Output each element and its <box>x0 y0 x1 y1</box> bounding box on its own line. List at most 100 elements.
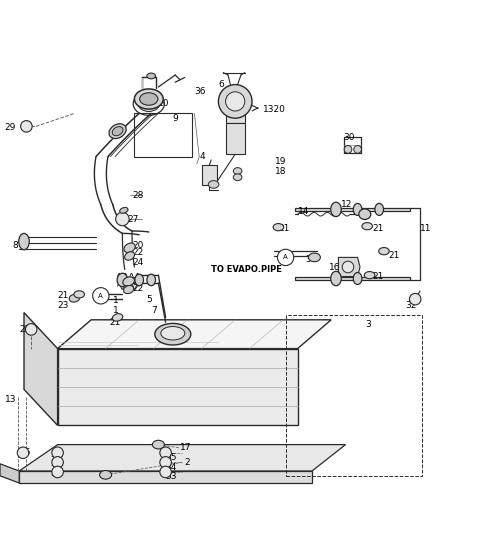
Ellipse shape <box>147 73 156 79</box>
Text: 33: 33 <box>50 469 62 478</box>
Ellipse shape <box>112 127 123 136</box>
Circle shape <box>218 85 252 118</box>
Circle shape <box>160 466 171 478</box>
Text: 24: 24 <box>132 258 144 267</box>
Circle shape <box>342 261 354 273</box>
Ellipse shape <box>112 314 123 321</box>
Text: 36: 36 <box>194 87 206 97</box>
Circle shape <box>52 466 63 478</box>
Text: 31: 31 <box>306 256 317 264</box>
Text: 22: 22 <box>132 248 144 257</box>
Text: 21: 21 <box>372 224 384 233</box>
Ellipse shape <box>123 277 134 286</box>
Circle shape <box>25 324 37 335</box>
Text: 34: 34 <box>166 463 177 472</box>
Bar <box>226 123 245 154</box>
Ellipse shape <box>353 272 362 285</box>
Text: 25: 25 <box>19 325 31 334</box>
Ellipse shape <box>134 89 163 109</box>
Text: 17: 17 <box>180 444 192 453</box>
Text: 4: 4 <box>199 152 205 161</box>
Polygon shape <box>338 257 360 277</box>
Text: 33: 33 <box>166 472 177 481</box>
Circle shape <box>160 447 171 459</box>
Text: TO EVAPO.PIPE: TO EVAPO.PIPE <box>211 265 282 274</box>
Ellipse shape <box>208 181 219 188</box>
Ellipse shape <box>153 440 164 449</box>
Bar <box>286 315 422 476</box>
Text: 21: 21 <box>372 272 384 281</box>
Ellipse shape <box>331 202 341 217</box>
Text: A: A <box>283 254 288 261</box>
Ellipse shape <box>233 167 242 174</box>
Polygon shape <box>19 471 312 483</box>
Text: 21: 21 <box>109 318 121 326</box>
Circle shape <box>52 456 63 468</box>
Ellipse shape <box>140 93 158 105</box>
Ellipse shape <box>138 96 159 112</box>
Ellipse shape <box>123 286 134 294</box>
Circle shape <box>52 447 63 459</box>
Ellipse shape <box>273 224 284 231</box>
Text: 15: 15 <box>202 171 213 180</box>
Ellipse shape <box>161 326 185 340</box>
Ellipse shape <box>124 243 135 253</box>
Polygon shape <box>0 464 19 483</box>
Circle shape <box>344 146 352 153</box>
Text: 21: 21 <box>389 251 400 259</box>
Ellipse shape <box>364 272 375 279</box>
Ellipse shape <box>100 470 112 479</box>
Circle shape <box>226 92 245 111</box>
Ellipse shape <box>117 273 128 287</box>
Ellipse shape <box>74 291 84 298</box>
Ellipse shape <box>120 208 128 213</box>
Text: 12: 12 <box>341 200 352 209</box>
Text: 20: 20 <box>132 277 144 286</box>
Bar <box>226 99 245 123</box>
Text: 1: 1 <box>113 296 119 305</box>
Ellipse shape <box>353 204 362 215</box>
Text: 22: 22 <box>132 284 144 293</box>
Ellipse shape <box>69 294 80 302</box>
Text: 3: 3 <box>365 320 371 329</box>
Circle shape <box>277 249 294 266</box>
Text: 2: 2 <box>185 458 191 467</box>
Circle shape <box>93 287 109 304</box>
Text: 35: 35 <box>166 453 177 462</box>
Ellipse shape <box>379 248 389 255</box>
Text: 34: 34 <box>50 459 62 468</box>
Text: 11: 11 <box>420 224 432 233</box>
Text: 13: 13 <box>5 395 16 403</box>
Circle shape <box>116 212 129 226</box>
Polygon shape <box>58 349 298 425</box>
Text: A: A <box>98 293 103 299</box>
Text: 21: 21 <box>278 224 290 233</box>
Text: 19: 19 <box>275 157 287 166</box>
Ellipse shape <box>109 124 126 138</box>
Text: 5: 5 <box>146 295 152 304</box>
Circle shape <box>21 121 32 132</box>
Polygon shape <box>19 445 346 471</box>
Circle shape <box>160 456 171 468</box>
Ellipse shape <box>19 233 29 250</box>
Ellipse shape <box>362 223 372 230</box>
Text: 20: 20 <box>132 241 144 250</box>
Ellipse shape <box>375 204 384 215</box>
Ellipse shape <box>359 209 371 219</box>
Text: 14: 14 <box>298 208 309 217</box>
Polygon shape <box>295 277 410 280</box>
Polygon shape <box>295 208 410 211</box>
Text: 8: 8 <box>12 241 18 250</box>
Text: 10: 10 <box>158 99 170 108</box>
Text: 1320: 1320 <box>263 105 286 114</box>
Text: 23: 23 <box>58 301 69 310</box>
Ellipse shape <box>331 271 341 286</box>
Text: 6: 6 <box>218 80 224 89</box>
Circle shape <box>409 294 421 305</box>
Text: 9: 9 <box>173 114 179 123</box>
Text: 7: 7 <box>151 306 157 315</box>
Circle shape <box>17 447 29 459</box>
Text: 32: 32 <box>406 301 417 310</box>
Text: 26: 26 <box>19 448 31 457</box>
Text: 28: 28 <box>132 190 144 200</box>
